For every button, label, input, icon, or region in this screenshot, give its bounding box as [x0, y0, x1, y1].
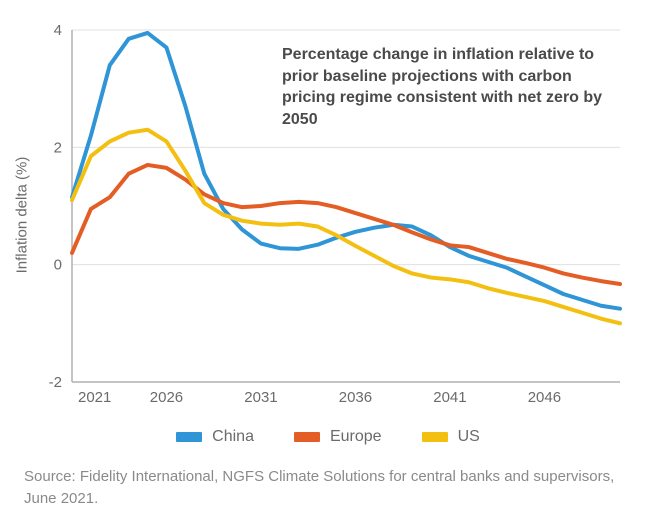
svg-text:2026: 2026 — [150, 389, 183, 406]
svg-text:2: 2 — [54, 139, 62, 156]
y-axis-label: Inflation delta (%) — [14, 157, 31, 274]
legend-label: Europe — [330, 428, 382, 446]
chart-caption: Percentage change in inflation relative … — [282, 44, 612, 130]
legend-swatch — [422, 432, 448, 442]
legend-item-europe: Europe — [294, 428, 382, 446]
svg-text:0: 0 — [54, 257, 62, 274]
legend-item-us: US — [422, 428, 480, 446]
legend-swatch — [176, 432, 202, 442]
series-line-1 — [72, 165, 620, 284]
svg-text:4: 4 — [54, 22, 62, 39]
series-line-2 — [72, 130, 620, 324]
legend-item-china: China — [176, 428, 254, 446]
svg-text:2036: 2036 — [339, 389, 372, 406]
legend-label: US — [458, 428, 480, 446]
legend-label: China — [212, 428, 254, 446]
chart-container: { "chart": { "type": "line", "ylabel": "… — [0, 0, 656, 524]
svg-text:2021: 2021 — [78, 389, 111, 406]
svg-text:2041: 2041 — [433, 389, 466, 406]
svg-text:2046: 2046 — [528, 389, 561, 406]
svg-text:-2: -2 — [49, 374, 62, 391]
source-text: Source: Fidelity International, NGFS Cli… — [24, 466, 632, 510]
plot-area: Inflation delta (%) Percentage change in… — [24, 20, 632, 410]
legend: China Europe US — [24, 428, 632, 446]
legend-swatch — [294, 432, 320, 442]
svg-text:2031: 2031 — [244, 389, 277, 406]
